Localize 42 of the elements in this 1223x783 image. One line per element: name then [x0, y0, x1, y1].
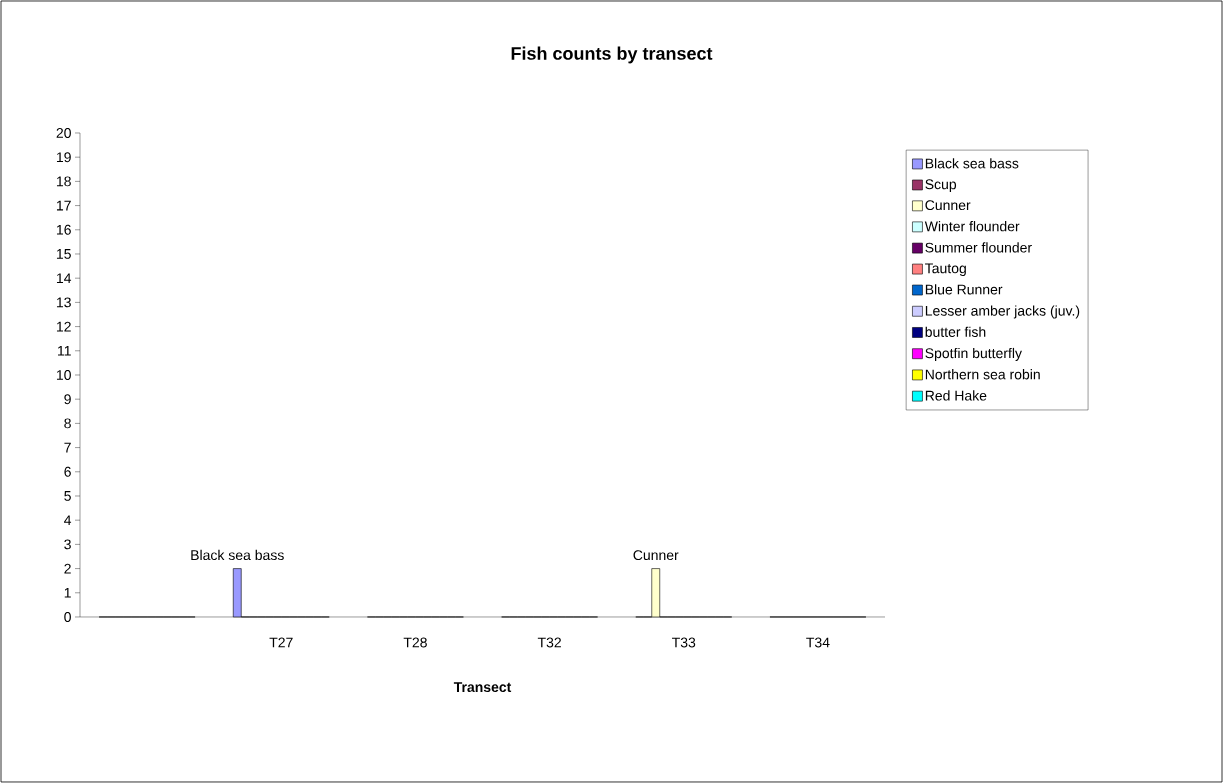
- legend-label: Lesser amber jacks (juv.): [925, 305, 1080, 319]
- legend-label: butter fish: [925, 326, 986, 337]
- x-tick-label: T34: [806, 637, 830, 648]
- y-tick-label: 7: [64, 442, 71, 453]
- y-tick-label: 11: [58, 345, 71, 356]
- y-tick-label: 5: [64, 491, 71, 501]
- y-tick-label: 1: [64, 587, 71, 598]
- y-tick-label: 0: [64, 612, 71, 622]
- y-tick-label: 15: [56, 249, 71, 259]
- legend-label: Black sea bass: [925, 158, 1019, 169]
- legend-label: Winter flounder: [924, 221, 1020, 232]
- legend-label: Red Hake: [925, 390, 987, 401]
- legend-label: Spotfin butterfly: [925, 347, 1022, 361]
- y-tick-label: 19: [56, 152, 71, 163]
- y-tick-label: 3: [64, 539, 71, 550]
- y-tick-label: 17: [56, 200, 71, 211]
- x-tick-label: T28: [403, 637, 427, 648]
- y-tick-label: 16: [56, 224, 71, 235]
- y-tick-label: 6: [64, 466, 71, 477]
- legend-label: Blue Runner: [925, 284, 1003, 295]
- x-tick-label: T32: [537, 637, 561, 648]
- y-tick-label: 2: [64, 563, 71, 574]
- y-tick-label: 14: [56, 273, 72, 283]
- x-tick-label: T27: [269, 637, 293, 648]
- x-axis-title: Transect: [453, 682, 512, 693]
- legend-label: Summer flounder: [925, 242, 1032, 253]
- y-tick-label: 13: [56, 297, 71, 308]
- chart-title: Fish counts by transect: [511, 46, 713, 64]
- legend-label: Scup: [925, 179, 957, 193]
- legend-label: Northern sea robin: [925, 369, 1040, 380]
- y-tick-label: 20: [56, 128, 71, 138]
- legend-label: Cunner: [925, 200, 971, 211]
- y-tick-label: 10: [56, 370, 71, 380]
- y-tick-label: 8: [64, 418, 71, 429]
- x-tick-label: T33: [672, 637, 696, 648]
- y-tick-label: 4: [64, 515, 72, 525]
- y-tick-label: 12: [56, 321, 71, 332]
- y-tick-label: 18: [56, 176, 71, 187]
- data-label: Cunner: [633, 550, 679, 561]
- legend-label: Tautog: [925, 263, 966, 277]
- data-label: Black sea bass: [191, 549, 284, 561]
- y-tick-label: 9: [64, 394, 71, 405]
